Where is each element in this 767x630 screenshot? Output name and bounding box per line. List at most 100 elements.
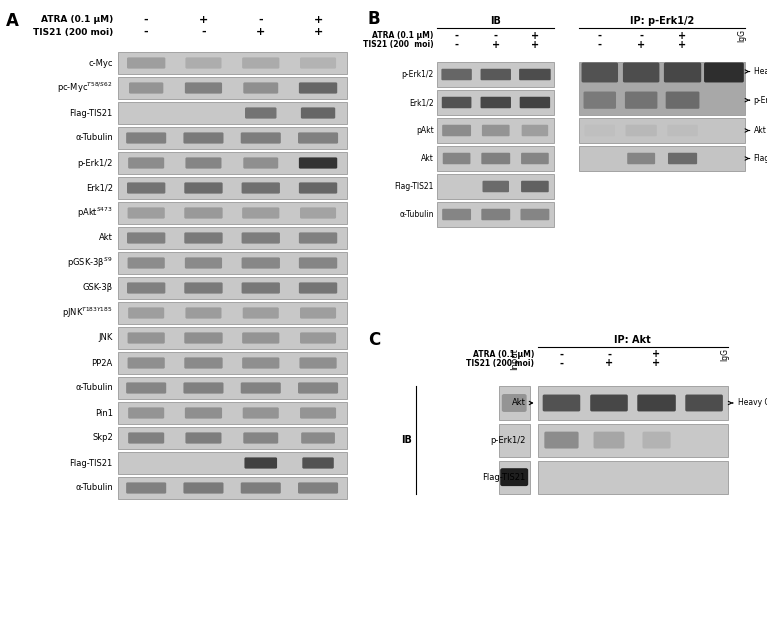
Bar bbox=[437, 62, 555, 87]
Bar bbox=[117, 177, 347, 199]
Bar bbox=[499, 423, 530, 457]
Bar bbox=[117, 402, 347, 424]
FancyBboxPatch shape bbox=[301, 432, 335, 444]
FancyBboxPatch shape bbox=[126, 483, 166, 493]
Text: Heavy Chain: Heavy Chain bbox=[738, 399, 767, 408]
FancyBboxPatch shape bbox=[128, 307, 164, 319]
Text: +: + bbox=[199, 15, 208, 25]
Text: pAkt: pAkt bbox=[416, 126, 433, 135]
Bar bbox=[117, 252, 347, 274]
FancyBboxPatch shape bbox=[623, 62, 660, 83]
Text: TIS21 (200 moi): TIS21 (200 moi) bbox=[32, 28, 113, 37]
FancyBboxPatch shape bbox=[127, 333, 165, 343]
FancyBboxPatch shape bbox=[584, 91, 616, 109]
FancyBboxPatch shape bbox=[186, 57, 222, 69]
Text: IP: p-Erk1/2: IP: p-Erk1/2 bbox=[630, 16, 694, 26]
Text: JNK: JNK bbox=[98, 333, 113, 343]
Text: IP: Akt: IP: Akt bbox=[614, 335, 651, 345]
FancyBboxPatch shape bbox=[242, 232, 280, 244]
Bar bbox=[117, 277, 347, 299]
FancyBboxPatch shape bbox=[543, 394, 581, 411]
Bar bbox=[117, 202, 347, 224]
FancyBboxPatch shape bbox=[299, 183, 337, 193]
Text: +: + bbox=[492, 40, 500, 50]
Text: +: + bbox=[531, 40, 539, 50]
Text: -: - bbox=[258, 15, 263, 25]
Text: +: + bbox=[314, 27, 323, 37]
FancyBboxPatch shape bbox=[184, 333, 222, 343]
Bar bbox=[117, 127, 347, 149]
FancyBboxPatch shape bbox=[128, 158, 164, 169]
Text: Heavy Chain: Heavy Chain bbox=[754, 67, 767, 76]
FancyBboxPatch shape bbox=[643, 432, 670, 449]
FancyBboxPatch shape bbox=[442, 209, 471, 220]
Text: IgG: IgG bbox=[737, 30, 746, 42]
FancyBboxPatch shape bbox=[127, 183, 166, 193]
Bar bbox=[117, 227, 347, 249]
FancyBboxPatch shape bbox=[298, 382, 338, 394]
FancyBboxPatch shape bbox=[126, 382, 166, 394]
FancyBboxPatch shape bbox=[242, 183, 280, 193]
Text: -: - bbox=[607, 350, 611, 359]
Text: α-Tubulin: α-Tubulin bbox=[75, 134, 113, 142]
Text: +: + bbox=[314, 15, 323, 25]
FancyBboxPatch shape bbox=[481, 69, 511, 80]
Text: +: + bbox=[679, 40, 686, 50]
FancyBboxPatch shape bbox=[442, 125, 471, 136]
FancyBboxPatch shape bbox=[685, 394, 723, 411]
Bar bbox=[437, 118, 555, 143]
Text: pGSK-3β$^{S9}$: pGSK-3β$^{S9}$ bbox=[67, 256, 113, 270]
Text: Skp2: Skp2 bbox=[92, 433, 113, 442]
FancyBboxPatch shape bbox=[591, 394, 628, 411]
Bar bbox=[579, 118, 745, 143]
FancyBboxPatch shape bbox=[482, 209, 510, 220]
Text: ATRA (0.1 μM): ATRA (0.1 μM) bbox=[473, 350, 535, 359]
FancyBboxPatch shape bbox=[668, 152, 697, 164]
Bar bbox=[437, 146, 555, 171]
FancyBboxPatch shape bbox=[300, 207, 336, 219]
FancyBboxPatch shape bbox=[664, 62, 701, 83]
FancyBboxPatch shape bbox=[243, 158, 278, 169]
Bar bbox=[117, 152, 347, 174]
FancyBboxPatch shape bbox=[584, 125, 615, 136]
Bar bbox=[437, 202, 555, 227]
Text: α-Tubulin: α-Tubulin bbox=[75, 384, 113, 392]
FancyBboxPatch shape bbox=[300, 307, 336, 319]
Text: Pin1: Pin1 bbox=[95, 408, 113, 418]
FancyBboxPatch shape bbox=[442, 97, 472, 108]
Text: Erk1/2: Erk1/2 bbox=[409, 98, 433, 107]
Bar bbox=[538, 386, 728, 420]
FancyBboxPatch shape bbox=[242, 207, 279, 219]
Text: Flag-TIS21: Flag-TIS21 bbox=[394, 182, 433, 191]
FancyBboxPatch shape bbox=[127, 57, 166, 69]
FancyBboxPatch shape bbox=[242, 357, 279, 369]
Bar bbox=[117, 377, 347, 399]
Text: IB: IB bbox=[401, 435, 413, 445]
Text: α-Tubulin: α-Tubulin bbox=[399, 210, 433, 219]
Text: Flag-TIS21: Flag-TIS21 bbox=[482, 472, 525, 482]
FancyBboxPatch shape bbox=[127, 232, 166, 244]
Text: Flag-TIS21: Flag-TIS21 bbox=[754, 154, 767, 163]
FancyBboxPatch shape bbox=[242, 333, 279, 343]
Bar bbox=[117, 77, 347, 99]
Bar bbox=[117, 302, 347, 324]
FancyBboxPatch shape bbox=[667, 125, 698, 136]
Bar bbox=[117, 477, 347, 499]
Bar bbox=[117, 452, 347, 474]
FancyBboxPatch shape bbox=[298, 132, 338, 144]
Text: -: - bbox=[559, 358, 564, 369]
FancyBboxPatch shape bbox=[128, 432, 164, 444]
Text: +: + bbox=[679, 31, 686, 41]
FancyBboxPatch shape bbox=[704, 62, 744, 83]
Text: c-Myc: c-Myc bbox=[88, 59, 113, 67]
Bar bbox=[117, 102, 347, 124]
FancyBboxPatch shape bbox=[302, 457, 334, 469]
FancyBboxPatch shape bbox=[242, 258, 280, 268]
FancyBboxPatch shape bbox=[545, 432, 578, 449]
FancyBboxPatch shape bbox=[625, 91, 657, 109]
Bar bbox=[579, 146, 745, 171]
Text: Akt: Akt bbox=[99, 234, 113, 243]
FancyBboxPatch shape bbox=[183, 483, 223, 493]
Text: Flag-TIS21: Flag-TIS21 bbox=[70, 459, 113, 467]
FancyBboxPatch shape bbox=[241, 483, 281, 493]
